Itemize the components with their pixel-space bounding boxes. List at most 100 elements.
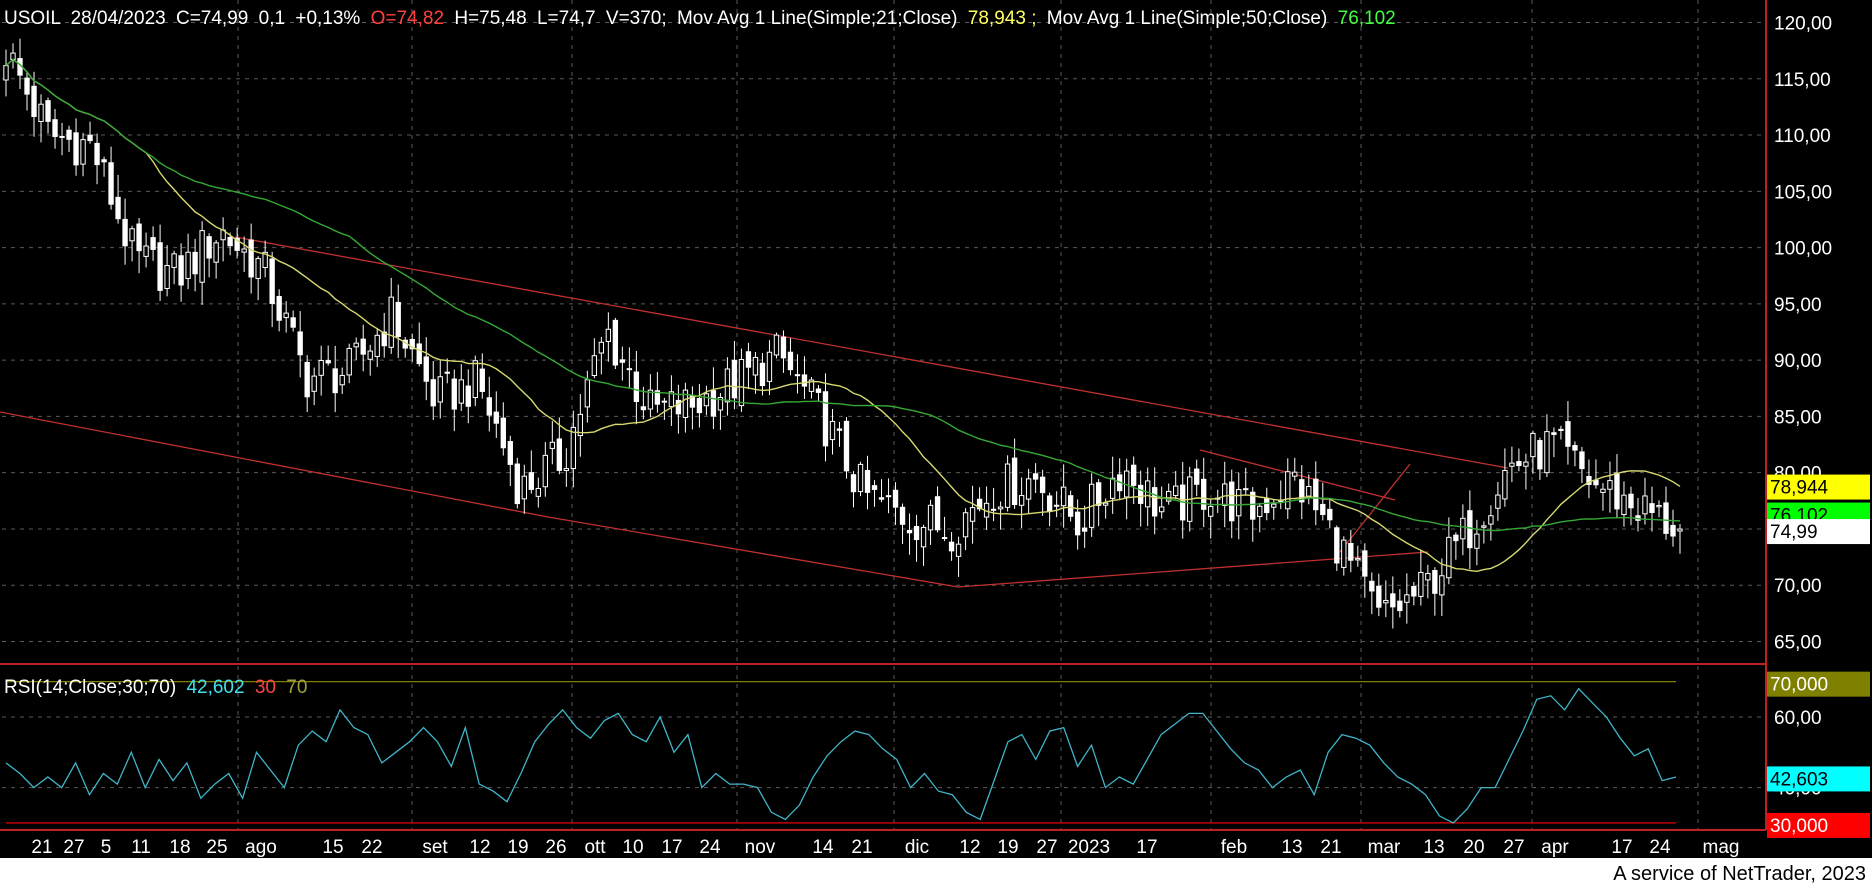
- candle-body: [1060, 486, 1067, 507]
- candle-body: [717, 396, 724, 411]
- candle-body: [269, 258, 275, 304]
- time-tick-label: feb: [1221, 837, 1247, 858]
- rsi-high: 70: [286, 677, 307, 698]
- header-open: O=74,82: [371, 8, 444, 29]
- time-tick-label: ott: [584, 837, 606, 858]
- candle-body: [1467, 510, 1473, 549]
- candle-body: [766, 351, 773, 382]
- time-tick-label: 20: [1463, 837, 1484, 858]
- trendline[interactable]: [547, 516, 959, 588]
- price-chart[interactable]: 120,00 115,00 110,00 105,00 100,00 95,00 90,00…: [0, 0, 1872, 858]
- candle-body: [997, 506, 1004, 510]
- candle-body: [31, 85, 37, 117]
- candle-body: [1509, 462, 1515, 467]
- rsi-label: RSI(14;Close;30;70): [4, 677, 176, 698]
- candle-body: [234, 237, 240, 251]
- candle-body: [1593, 479, 1599, 486]
- candle-body: [815, 388, 822, 393]
- candle-body: [801, 374, 808, 387]
- candle-body: [1369, 580, 1375, 592]
- trendline[interactable]: [1199, 449, 1396, 501]
- price-tick-label: 110,00: [1774, 126, 1831, 147]
- candle-body: [794, 374, 801, 377]
- candle-body: [1081, 527, 1088, 532]
- candle-body: [367, 350, 373, 360]
- candle-body: [661, 400, 668, 403]
- candle-body: [808, 379, 815, 392]
- candle-body: [871, 485, 878, 490]
- candle-body: [689, 395, 696, 408]
- candle-body: [1362, 550, 1368, 577]
- candle-body: [591, 355, 598, 376]
- time-tick-label: 24: [699, 837, 721, 858]
- price-header: USOIL 28/04/2023 C=74,99 0,1 +0,13% O=74…: [4, 8, 1396, 29]
- candle-body: [605, 328, 612, 342]
- candle-body: [773, 334, 780, 356]
- time-tick-label: 17: [1136, 837, 1157, 858]
- candle-body: [157, 242, 163, 291]
- candle-body: [94, 142, 100, 166]
- trendline[interactable]: [234, 236, 1509, 469]
- candle-body: [1565, 421, 1571, 447]
- candle-body: [836, 428, 843, 431]
- candle-body: [731, 359, 738, 399]
- time-tick-label: 27: [1036, 837, 1057, 858]
- candle-body: [1502, 469, 1508, 500]
- candle-body: [1264, 498, 1270, 514]
- time-tick-label: apr: [1541, 837, 1569, 858]
- candle-body: [1404, 594, 1410, 603]
- time-tick-label: 11: [131, 837, 151, 858]
- price-tick-label: 105,00: [1774, 182, 1832, 203]
- candle-body: [1243, 488, 1249, 491]
- candle-body: [241, 248, 247, 253]
- price-tick-label: 85,00: [1774, 407, 1822, 428]
- plot-background: [0, 0, 1872, 858]
- trendline[interactable]: [0, 411, 549, 518]
- rsi-panel: [5, 681, 1677, 824]
- time-tick-label: 17: [661, 837, 682, 858]
- price-tick-label: 70,00: [1774, 576, 1822, 597]
- time-tick-label: 13: [1281, 837, 1302, 858]
- candle-body: [1411, 585, 1417, 597]
- candle-body: [1334, 527, 1340, 564]
- candle-body: [549, 441, 555, 449]
- candle-body: [1018, 495, 1025, 506]
- candle-body: [66, 129, 72, 140]
- header-symbol: USOIL: [4, 8, 60, 29]
- candle-body: [1418, 571, 1424, 597]
- candle-body: [1481, 525, 1487, 528]
- candle-body: [703, 393, 710, 407]
- candle-body: [654, 390, 661, 405]
- candle-body: [136, 223, 142, 252]
- candle-body: [311, 375, 317, 392]
- candle-body: [164, 265, 170, 289]
- candle-body: [1656, 504, 1662, 508]
- candle-body: [115, 196, 121, 220]
- candle-body: [668, 391, 675, 408]
- candle-body: [1109, 477, 1116, 499]
- header-low: L=74,7: [537, 8, 596, 29]
- candle-body: [556, 438, 563, 471]
- candle-body: [990, 508, 997, 511]
- candle-body: [1558, 428, 1564, 432]
- candle-body: [248, 239, 254, 278]
- time-tick-label: mag: [1703, 837, 1740, 858]
- candle-body: [360, 338, 366, 355]
- candle-body: [1131, 464, 1137, 486]
- candle-body: [1152, 487, 1158, 517]
- candle-body: [38, 103, 44, 122]
- header-ma21-value: 78,943: [968, 8, 1026, 29]
- time-tick-label: 10: [622, 837, 643, 858]
- candle-body: [1236, 489, 1242, 517]
- candle-body: [521, 475, 527, 500]
- candle-body: [1025, 478, 1032, 500]
- candle-body: [1320, 503, 1326, 515]
- rsi-upper-badge: 70,000: [1770, 675, 1828, 696]
- candle-body: [1004, 463, 1011, 508]
- candle-body: [1053, 504, 1060, 507]
- candle-body: [430, 379, 436, 407]
- candle-body: [955, 543, 962, 557]
- candle-body: [437, 376, 443, 403]
- candle-body: [1376, 585, 1382, 608]
